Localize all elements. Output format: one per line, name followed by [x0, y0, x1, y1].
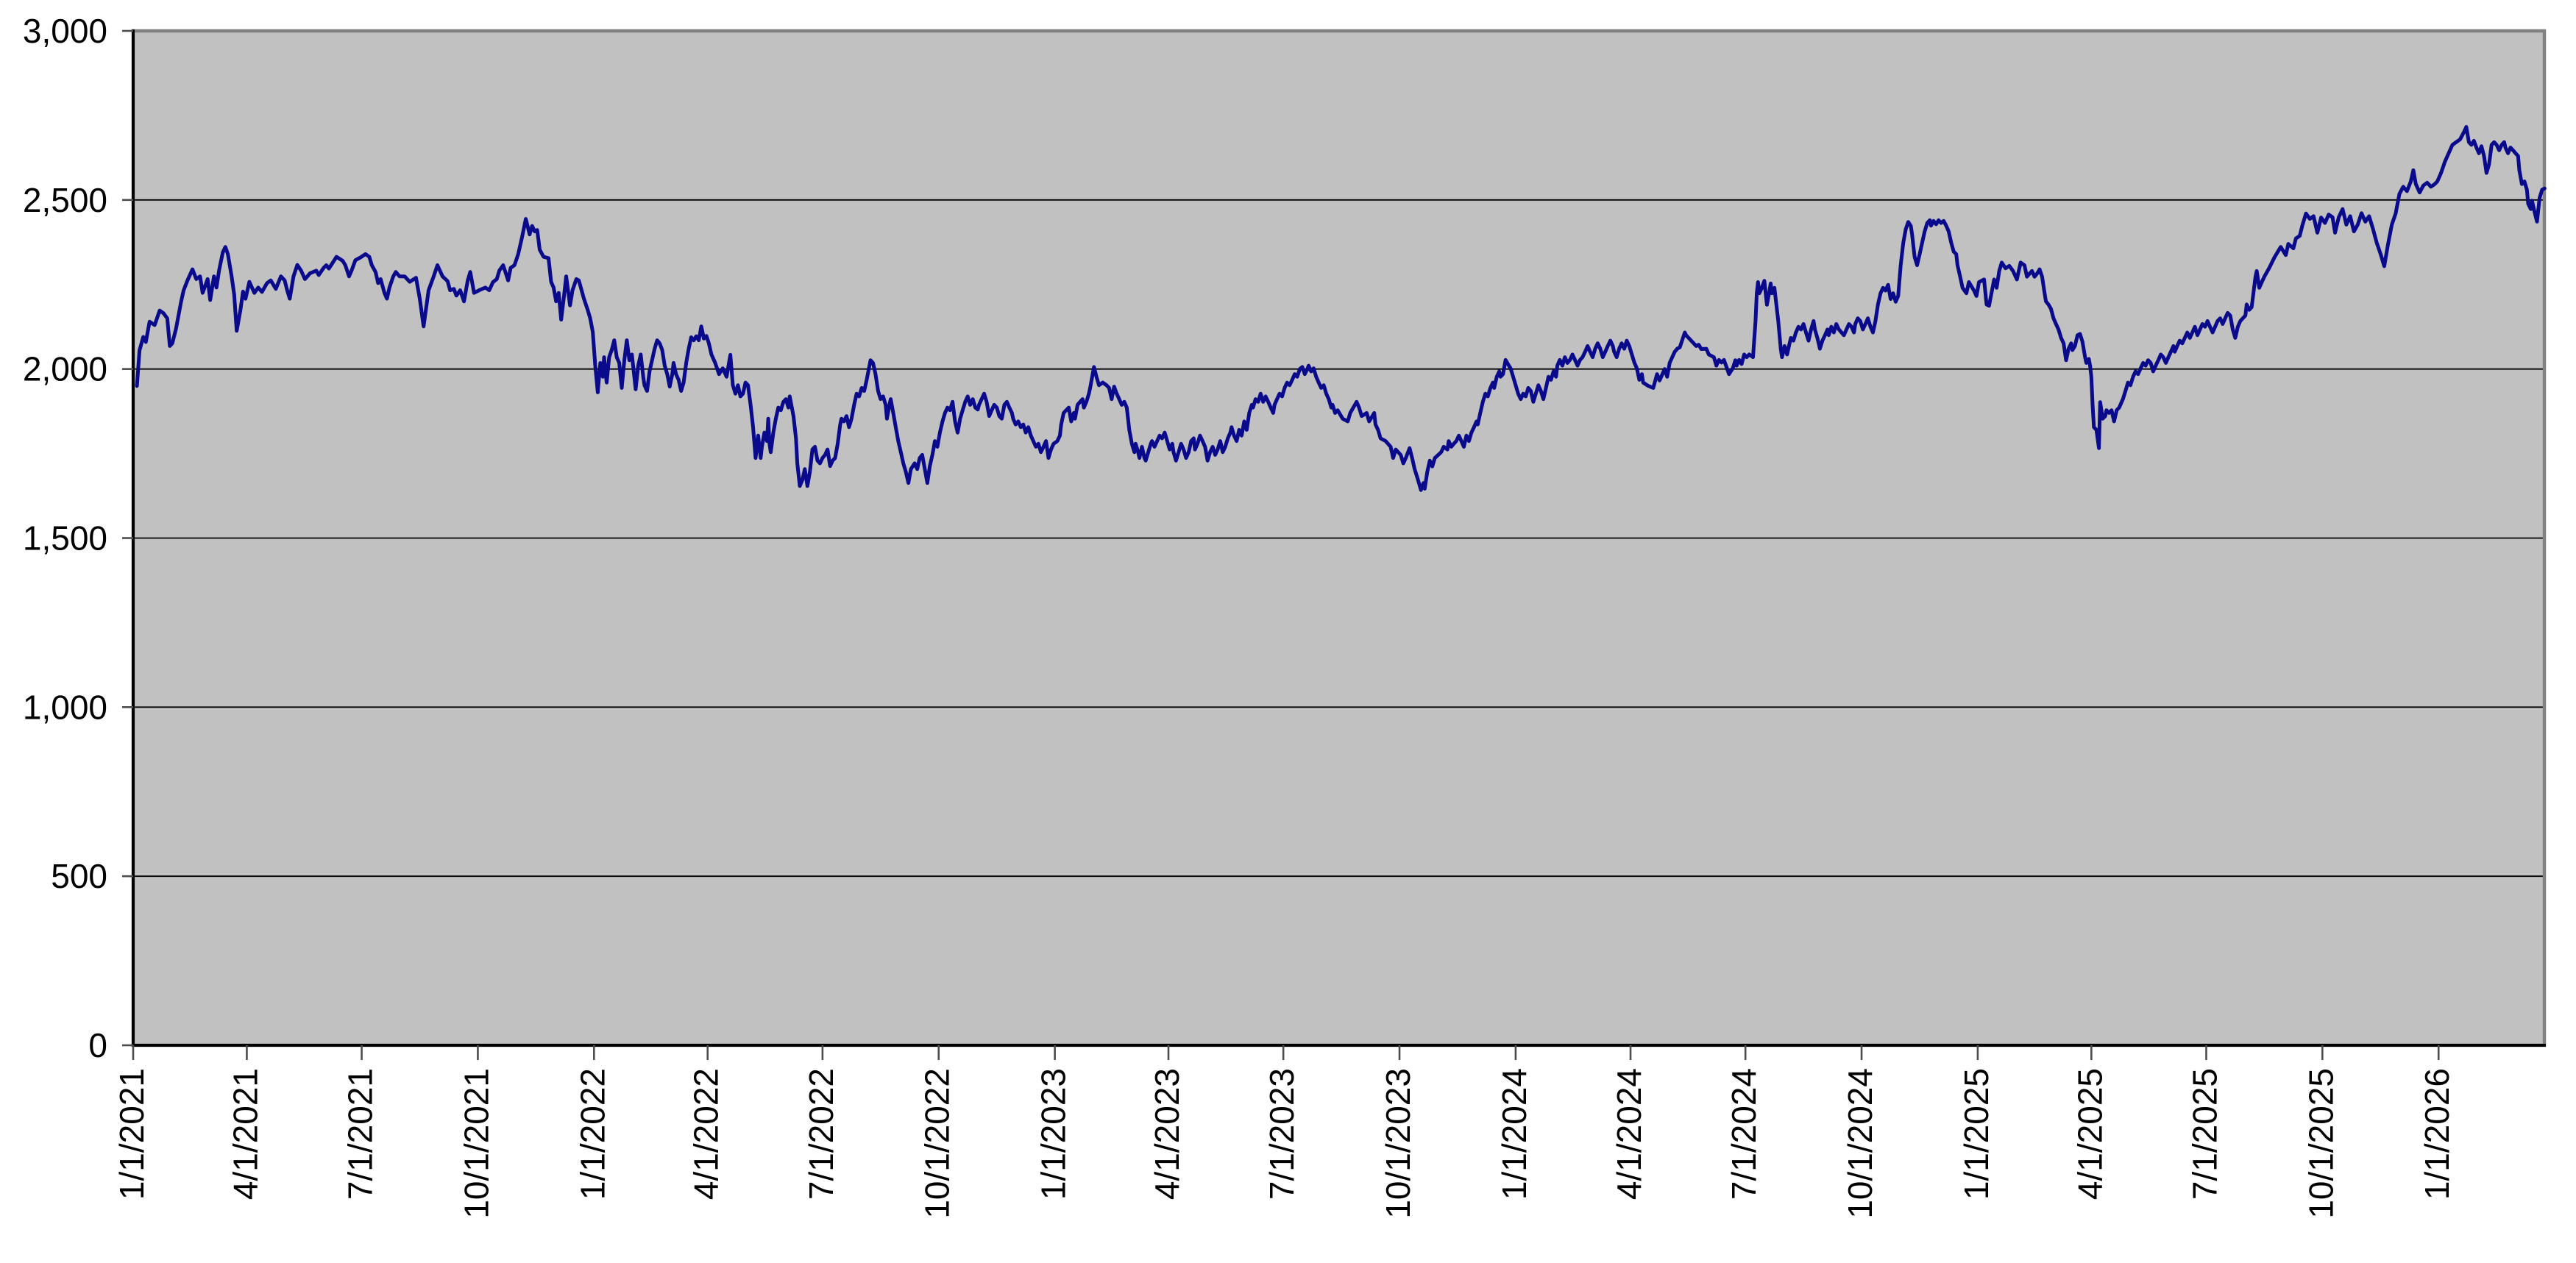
gridlines [133, 199, 2544, 878]
y-axis-label: 0 [88, 1026, 107, 1064]
x-axis-label: 1/1/2021 [113, 1068, 151, 1200]
y-axis-label: 1,500 [23, 519, 107, 558]
y-axis-label: 2,500 [23, 181, 107, 219]
x-axis-label: 1/1/2022 [573, 1068, 611, 1200]
y-axis-label: 1,000 [23, 688, 107, 726]
x-axis-label: 10/1/2023 [1379, 1068, 1417, 1219]
x-axis-label: 7/1/2021 [341, 1068, 380, 1200]
x-axis-label: 1/1/2026 [2418, 1068, 2456, 1200]
x-axis-label: 1/1/2024 [1495, 1068, 1533, 1200]
x-axis-label: 4/1/2021 [226, 1068, 264, 1200]
x-axis-label: 7/1/2023 [1263, 1068, 1301, 1200]
x-axis-label: 10/1/2022 [918, 1068, 957, 1219]
x-axis-label: 10/1/2021 [457, 1068, 495, 1219]
x-axis-label: 7/1/2025 [2185, 1068, 2224, 1200]
y-axis-label: 500 [51, 857, 107, 895]
y-axis-labels: 0 500 1,000 1,500 2,000 2,500 3,000 [23, 12, 107, 1064]
price-line-series [135, 125, 2547, 492]
x-axis-label: 4/1/2024 [1610, 1068, 1648, 1200]
x-axis-label: 10/1/2024 [1841, 1068, 1879, 1219]
x-axis-label: 1/1/2023 [1035, 1068, 1073, 1200]
x-axis-label: 7/1/2024 [1725, 1068, 1763, 1200]
x-axis-label: 4/1/2022 [687, 1068, 725, 1200]
y-axis-label: 2,000 [23, 350, 107, 388]
x-axis-label: 4/1/2025 [2071, 1068, 2109, 1200]
x-axis-label: 10/1/2025 [2302, 1068, 2340, 1219]
x-axis-labels: 1/1/2021 4/1/2021 7/1/2021 10/1/2021 1/1/202… [113, 1068, 2456, 1219]
x-axis-label: 7/1/2022 [802, 1068, 840, 1200]
x-axis-label: 4/1/2023 [1148, 1068, 1186, 1200]
x-axis-label: 1/1/2025 [1957, 1068, 1995, 1200]
y-axis-label: 3,000 [23, 12, 107, 50]
tick-marks [122, 29, 2440, 1060]
